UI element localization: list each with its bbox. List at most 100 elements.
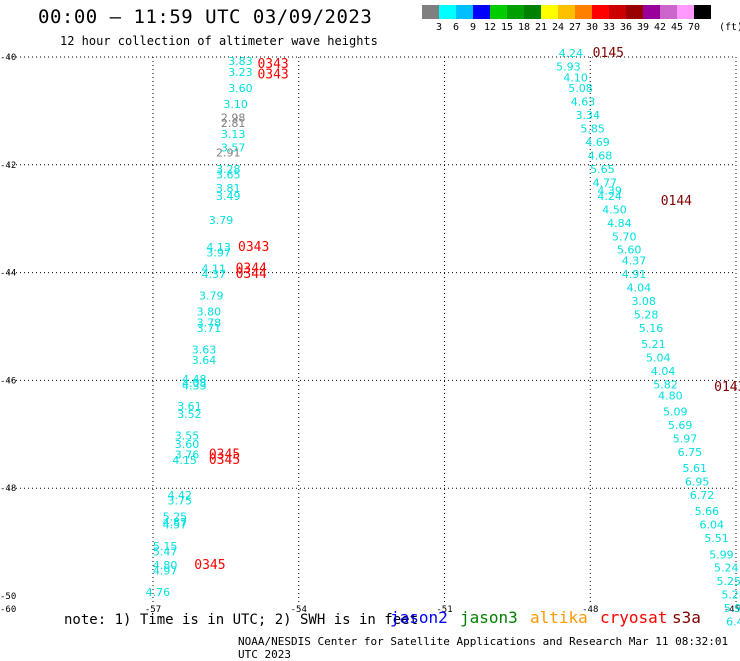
wave-height-value: 5.65 <box>590 163 615 176</box>
scale-label: 18 <box>517 22 531 33</box>
satellite-jason2: jason2 <box>390 608 448 627</box>
scale-swatch <box>660 5 677 19</box>
wave-height-value: 5.70 <box>612 230 637 243</box>
pass-time-label: 0344 <box>236 267 267 282</box>
wave-height-value: 5.16 <box>639 322 664 335</box>
scale-swatch <box>677 5 694 19</box>
scale-label: 39 <box>636 22 650 33</box>
wave-height-value: 4.84 <box>607 217 632 230</box>
scale-swatch <box>507 5 524 19</box>
wave-height-value: 4.68 <box>588 149 613 162</box>
wave-height-value: 5.51 <box>704 532 729 545</box>
y-tick-label: -48 <box>0 484 16 494</box>
wave-height-value: 5.28 <box>721 589 740 602</box>
scale-swatch <box>473 5 490 19</box>
wave-height-value: 4.15 <box>172 454 197 467</box>
wave-height-value: 5.47 <box>153 546 178 559</box>
wave-height-value: 3.57 <box>221 141 246 154</box>
wave-height-value: 5.85 <box>580 122 605 135</box>
satellite-altika: altika <box>530 608 588 627</box>
wave-height-value: 3.76 <box>175 449 200 462</box>
scale-label: 45 <box>670 22 684 33</box>
scale-swatch <box>524 5 541 19</box>
scale-swatch <box>558 5 575 19</box>
wave-height-value: 3.10 <box>223 98 248 111</box>
scale-label: 27 <box>568 22 582 33</box>
wave-height-value: 3.23 <box>228 66 253 79</box>
wave-height-value: 5.97 <box>673 432 698 445</box>
pass-time-label: 0143 <box>714 380 740 395</box>
wave-height-value: 2.98 <box>221 112 246 125</box>
wave-height-value: 5.99 <box>709 548 734 561</box>
wave-height-value: 3.34 <box>576 109 601 122</box>
scale-label: 9 <box>469 22 477 33</box>
wave-height-value: 5.08 <box>568 82 593 95</box>
wave-height-value: 4.76 <box>146 586 171 599</box>
wave-height-value: 5.69 <box>668 419 693 432</box>
chart-title: 00:00 – 11:59 UTC 03/09/2023 <box>38 6 373 28</box>
wave-height-value: 4.10 <box>563 71 588 84</box>
scale-swatch <box>609 5 626 19</box>
pass-time-label: 0145 <box>593 46 624 61</box>
x-tick-label: -54 <box>291 605 307 615</box>
wave-height-value: 4.37 <box>622 255 647 268</box>
pass-time-label: 0343 <box>257 68 288 83</box>
pass-time-label: 0345 <box>209 448 240 463</box>
wave-height-value: 4.37 <box>201 268 226 281</box>
wave-height-value: 3.79 <box>209 214 234 227</box>
wave-height-value: 2.91 <box>216 147 241 160</box>
y-tick-label: -40 <box>0 53 16 63</box>
satellite-s3a: s3a <box>672 608 701 627</box>
pass-time-label: 0345 <box>194 558 225 573</box>
scale-label: 3 <box>435 22 443 33</box>
wave-height-value: 3.97 <box>206 246 231 259</box>
wave-height-value: 3.80 <box>197 306 222 319</box>
footer-credit: NOAA/NESDIS Center for Satellite Applica… <box>238 635 729 661</box>
wave-height-value: 3.78 <box>197 317 222 330</box>
scale-label: 70 <box>687 22 701 33</box>
chart-subtitle: 12 hour collection of altimeter wave hei… <box>60 34 378 48</box>
scale-label: 30 <box>585 22 599 33</box>
wave-height-value: 4.39 <box>597 184 622 197</box>
wave-height-value: 4.11 <box>201 263 226 276</box>
wave-height-value: 3.55 <box>175 430 200 443</box>
y-tick-label: -44 <box>0 269 16 279</box>
wave-height-value: 4.63 <box>571 96 596 109</box>
satellite-cryosat: cryosat <box>600 608 668 627</box>
pass-time-label: 0343 <box>257 57 288 72</box>
wave-height-value: 3.75 <box>167 494 192 507</box>
wave-height-value: 5.21 <box>641 338 666 351</box>
wave-height-value: 3.64 <box>192 354 217 367</box>
scale-label: 42 <box>653 22 667 33</box>
wave-height-value: 4.33 <box>182 380 207 393</box>
wave-height-value: 3.60 <box>175 438 200 451</box>
x-tick-label: -48 <box>582 605 598 615</box>
wave-height-value: 4.80 <box>153 559 178 572</box>
scale-swatch <box>694 5 711 19</box>
wave-height-value: 6.75 <box>678 446 703 459</box>
y-tick-label: -46 <box>0 376 16 386</box>
wave-height-value: 4.24 <box>559 47 584 60</box>
wave-height-value: 5.82 <box>653 378 678 391</box>
scale-swatch <box>439 5 456 19</box>
scale-swatch <box>626 5 643 19</box>
scale-swatch <box>592 5 609 19</box>
scale-label: 36 <box>619 22 633 33</box>
wave-height-value: 4.08 <box>182 377 207 390</box>
pass-time-label: 0343 <box>238 240 269 255</box>
wave-height-value: 3.49 <box>216 190 241 203</box>
wave-height-value: 4.50 <box>602 203 627 216</box>
wave-height-value: 5.93 <box>556 60 581 73</box>
wave-height-value: 5.09 <box>663 405 688 418</box>
pass-time-label: 0144 <box>661 194 692 209</box>
scale-label: 24 <box>551 22 565 33</box>
wave-height-value: 3.13 <box>221 128 246 141</box>
corner-label: -60 <box>0 605 16 615</box>
wave-height-value: 3.28 <box>216 163 241 176</box>
wave-height-value: 3.60 <box>228 82 253 95</box>
pass-time-label: 0344 <box>236 262 267 277</box>
wave-height-value: 5.24 <box>714 562 739 575</box>
wave-height-value: 5.28 <box>634 308 659 321</box>
wave-height-value: 5.66 <box>695 505 720 518</box>
